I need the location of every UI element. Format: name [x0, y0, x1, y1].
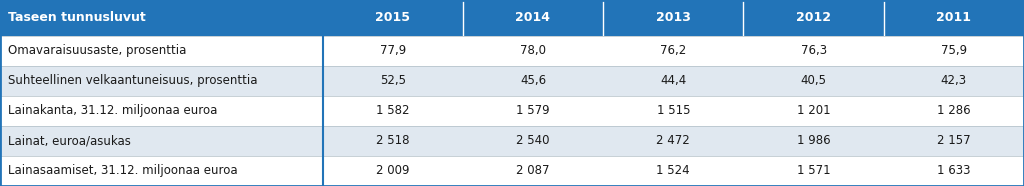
Text: 1 582: 1 582	[376, 104, 410, 117]
Bar	[323, 36, 463, 66]
Text: 52,5: 52,5	[380, 74, 406, 87]
Bar	[884, 156, 1024, 186]
Bar	[0, 66, 323, 96]
Text: 1 986: 1 986	[797, 134, 830, 147]
Bar	[323, 96, 463, 126]
Bar	[463, 96, 603, 126]
Bar	[323, 156, 463, 186]
Text: Lainasaamiset, 31.12. miljoonaa euroa: Lainasaamiset, 31.12. miljoonaa euroa	[8, 164, 238, 177]
Text: 2 472: 2 472	[656, 134, 690, 147]
Text: 78,0: 78,0	[520, 44, 546, 57]
Bar	[884, 36, 1024, 66]
Text: 77,9: 77,9	[380, 44, 406, 57]
Bar	[603, 156, 743, 186]
Text: 1 579: 1 579	[516, 104, 550, 117]
Bar	[0, 36, 323, 66]
Bar	[463, 156, 603, 186]
Text: 2014: 2014	[515, 11, 551, 24]
Bar	[463, 126, 603, 156]
Text: 2 009: 2 009	[376, 164, 410, 177]
Bar	[0, 156, 323, 186]
Text: 1 515: 1 515	[656, 104, 690, 117]
Bar	[743, 156, 884, 186]
Bar	[743, 96, 884, 126]
Bar	[603, 66, 743, 96]
Bar	[603, 96, 743, 126]
Text: 40,5: 40,5	[801, 74, 826, 87]
Bar	[884, 126, 1024, 156]
Text: Taseen tunnusluvut: Taseen tunnusluvut	[8, 11, 146, 24]
Text: 42,3: 42,3	[941, 74, 967, 87]
Bar	[743, 66, 884, 96]
Text: 75,9: 75,9	[941, 44, 967, 57]
Bar	[884, 66, 1024, 96]
Text: 76,2: 76,2	[660, 44, 686, 57]
Text: 2 518: 2 518	[376, 134, 410, 147]
Text: 44,4: 44,4	[660, 74, 686, 87]
Bar	[323, 66, 463, 96]
Text: 76,3: 76,3	[801, 44, 826, 57]
Text: 1 286: 1 286	[937, 104, 971, 117]
Bar	[323, 0, 463, 36]
Bar	[463, 36, 603, 66]
Bar	[463, 66, 603, 96]
Text: 1 524: 1 524	[656, 164, 690, 177]
Text: Lainakanta, 31.12. miljoonaa euroa: Lainakanta, 31.12. miljoonaa euroa	[8, 104, 217, 117]
Text: Suhteellinen velkaantuneisuus, prosenttia: Suhteellinen velkaantuneisuus, prosentti…	[8, 74, 258, 87]
Text: Lainat, euroa/asukas: Lainat, euroa/asukas	[8, 134, 131, 147]
Bar	[0, 126, 323, 156]
Bar	[603, 0, 743, 36]
Bar	[0, 96, 323, 126]
Bar	[603, 36, 743, 66]
Text: 2012: 2012	[796, 11, 831, 24]
Text: 2 540: 2 540	[516, 134, 550, 147]
Text: 45,6: 45,6	[520, 74, 546, 87]
Text: 1 571: 1 571	[797, 164, 830, 177]
Bar	[463, 0, 603, 36]
Text: 2 087: 2 087	[516, 164, 550, 177]
Bar	[603, 126, 743, 156]
Bar	[884, 96, 1024, 126]
Bar	[743, 0, 884, 36]
Text: 2011: 2011	[936, 11, 972, 24]
Bar	[743, 36, 884, 66]
Text: 2 157: 2 157	[937, 134, 971, 147]
Text: 1 201: 1 201	[797, 104, 830, 117]
Bar	[0, 0, 323, 36]
Bar	[323, 126, 463, 156]
Text: 1 633: 1 633	[937, 164, 971, 177]
Text: 2013: 2013	[655, 11, 691, 24]
Text: Omavaraisuusaste, prosenttia: Omavaraisuusaste, prosenttia	[8, 44, 186, 57]
Text: 2015: 2015	[375, 11, 411, 24]
Bar	[884, 0, 1024, 36]
Bar	[743, 126, 884, 156]
